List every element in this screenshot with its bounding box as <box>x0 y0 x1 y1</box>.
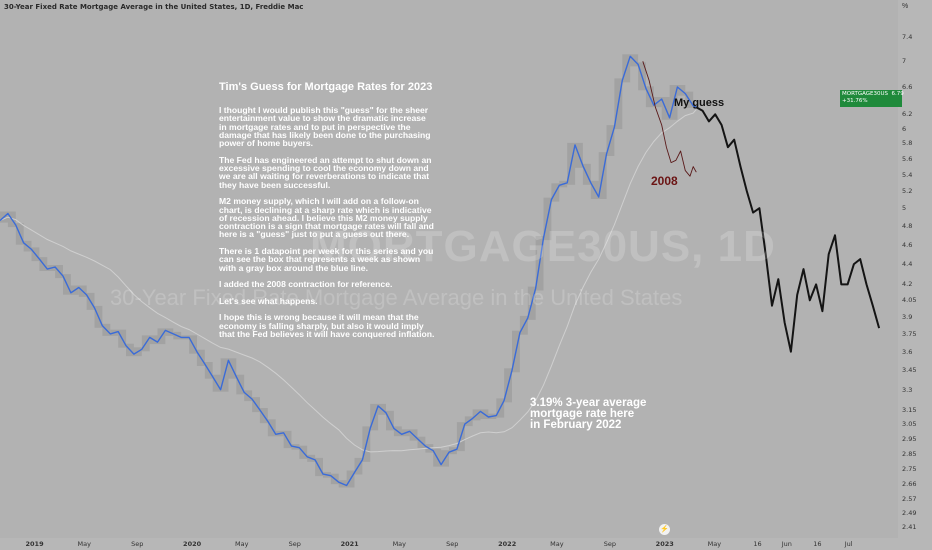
x-tick-label: 2019 <box>25 540 44 548</box>
y-tick-label: 2.66 <box>902 479 917 488</box>
y-tick-label: 3.9 <box>902 312 913 321</box>
x-tick-label: Sep <box>603 540 616 548</box>
y-tick-label: 7.4 <box>902 32 913 41</box>
y-tick-label: 4.6 <box>902 240 913 249</box>
y-tick-label: 2.49 <box>902 508 917 517</box>
annotation-title: Tim's Guess for Mortgage Rates for 2023 <box>219 81 433 93</box>
badge-change: +31.76% <box>842 98 868 104</box>
x-tick-label: May <box>550 540 564 548</box>
y-tick-label: 5.2 <box>902 187 913 196</box>
axis-unit-label: % <box>902 3 909 10</box>
x-tick-label: 16 <box>753 540 762 548</box>
badge-symbol: MORTGAGE30US 6.79 <box>842 91 904 97</box>
moving-average-band <box>0 109 697 453</box>
y-tick-label: 3.75 <box>902 329 917 338</box>
line-2008-overlay <box>642 61 697 177</box>
y-tick-label: 5 <box>902 204 907 213</box>
y-tick-label: 5.6 <box>902 154 913 163</box>
mortgage-rate-line <box>0 55 697 487</box>
y-tick-label: 3.45 <box>902 366 917 375</box>
x-tick-label: Jul <box>844 540 853 548</box>
price-badge: MORTGAGE30US 6.79 +31.76% <box>840 90 904 107</box>
x-tick-label: Jun <box>781 540 792 548</box>
x-tick-label: Sep <box>446 540 459 548</box>
average-note: 3.19% 3-year average mortgage rate here … <box>530 397 647 431</box>
label-2008: 2008 <box>651 174 678 188</box>
x-tick-label: May <box>707 540 722 548</box>
y-tick-label: 2.85 <box>902 449 917 458</box>
y-tick-label: 3.6 <box>902 347 913 356</box>
series-lines <box>0 55 881 487</box>
price-axis[interactable] <box>898 0 932 550</box>
y-tick-label: 2.41 <box>902 522 917 531</box>
y-tick-label: 3.15 <box>902 406 917 415</box>
tradingview-logo-icon[interactable]: ⚡ <box>659 524 670 535</box>
watermark-name: 30-Year Fixed Rate Mortgage Average in t… <box>110 285 683 310</box>
x-tick-label: 16 <box>813 540 822 548</box>
time-axis[interactable] <box>0 538 898 550</box>
y-tick-label: 2.95 <box>902 434 917 443</box>
y-tick-label: 2.75 <box>902 465 917 474</box>
y-tick-label: 5.8 <box>902 139 913 148</box>
my-guess-line <box>695 106 881 353</box>
moving-average-line <box>0 109 697 453</box>
chart-title: 30-Year Fixed Rate Mortgage Average in t… <box>4 3 304 11</box>
x-tick-label: Sep <box>131 540 144 548</box>
y-tick-label: 4.4 <box>902 260 913 269</box>
y-tick-label: 6.6 <box>902 82 913 91</box>
x-tick-label: 2020 <box>183 540 202 548</box>
y-tick-label: 3.3 <box>902 385 913 394</box>
my-guess-label: My guess <box>674 97 725 109</box>
x-tick-label: 2021 <box>340 540 359 548</box>
y-tick-label: 4.05 <box>902 296 917 305</box>
y-tick-label: 4.8 <box>902 222 913 231</box>
y-tick-label: 3.05 <box>902 420 917 429</box>
y-tick-label: 4.2 <box>902 280 913 289</box>
x-tick-label: 2022 <box>498 540 517 548</box>
x-tick-label: May <box>392 540 407 548</box>
x-tick-label: 2023 <box>655 540 674 548</box>
x-tick-label: May <box>77 540 91 548</box>
y-tick-label: 7 <box>902 57 907 66</box>
x-tick-label: Sep <box>288 540 301 548</box>
y-tick-label: 2.57 <box>902 494 917 503</box>
y-tick-label: 6.2 <box>902 110 913 119</box>
y-tick-label: 5.4 <box>902 170 913 179</box>
watermark-symbol: MORTGAGE30US, 1D <box>310 222 776 271</box>
annotation-body: I thought I would publish this "guess" f… <box>219 105 435 340</box>
y-tick-label: 6 <box>902 124 907 133</box>
x-tick-label: May <box>235 540 249 548</box>
